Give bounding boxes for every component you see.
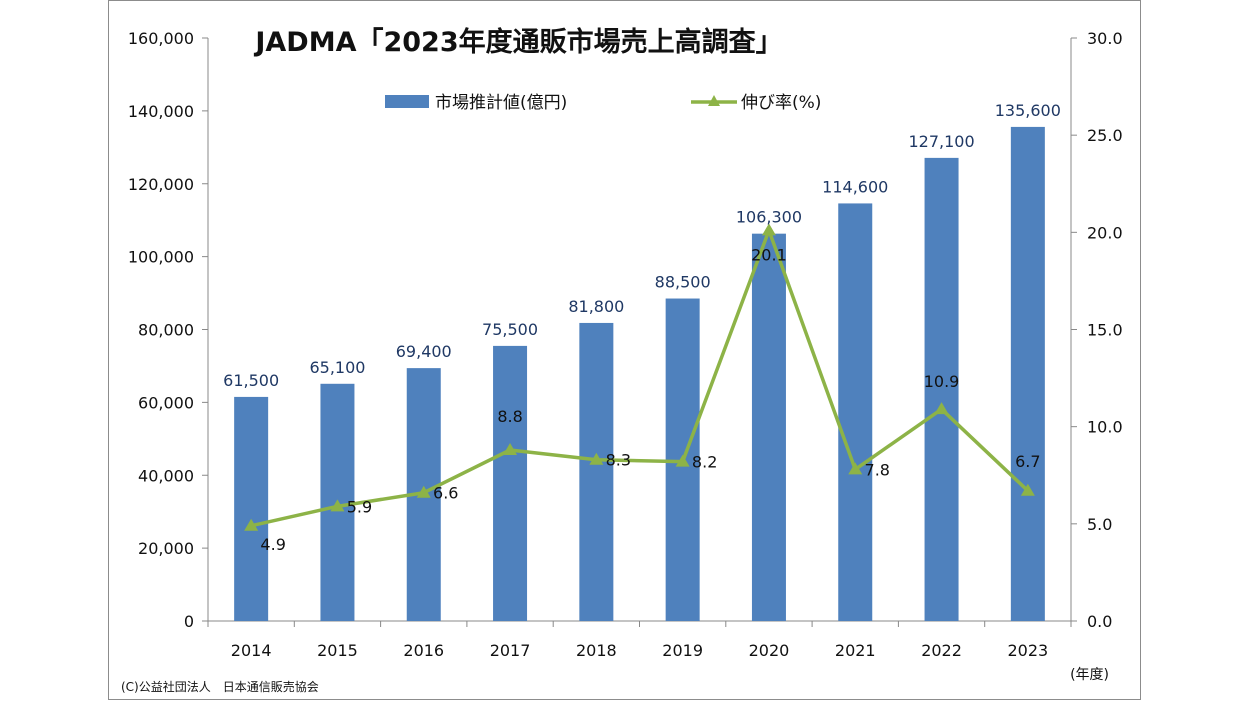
line-point-marker [503, 442, 518, 455]
line-value-label: 4.9 [260, 535, 285, 554]
x-tick-label: 2018 [576, 641, 617, 660]
line-point-marker [848, 462, 863, 475]
bar-value-label: 75,500 [482, 320, 538, 339]
source-note: (C)公益社団法人 日本通信販売協会 [121, 679, 319, 694]
legend-line-marker [708, 95, 720, 106]
chart-title: JADMA「2023年度通販市場売上高調査」 [253, 26, 782, 58]
bar-series [234, 126, 1045, 621]
data-labels: 61,500 65,100 69,400 75,500 81,800 88,500 106,… [223, 101, 1061, 554]
y-right-tick-label: 30.0 [1087, 29, 1123, 48]
bar [493, 345, 528, 621]
line-value-label: 8.2 [692, 453, 717, 472]
y-left-tick-label: 100,000 [128, 248, 194, 267]
y-left-tick-label: 140,000 [128, 102, 194, 121]
y-right-tick-label: 10.0 [1087, 418, 1123, 437]
y-left-tick-label: 40,000 [138, 466, 194, 485]
y-left-tick-label: 0 [184, 612, 194, 631]
legend-line-label: 伸び率(%) [741, 93, 821, 113]
y-left-tick-label: 160,000 [128, 29, 194, 48]
legend-bar-label: 市場推計値(億円) [435, 93, 567, 113]
x-tick-label: 2021 [835, 641, 876, 660]
chart-frame: 0 20,000 40,000 60,000 80,000 100,000 120,000 1… [108, 0, 1141, 700]
line-value-label: 6.6 [433, 484, 458, 503]
y-left-tick-label: 80,000 [138, 321, 194, 340]
y-left-tick-label: 120,000 [128, 175, 194, 194]
bar-value-label: 88,500 [655, 273, 711, 292]
line-point-marker [934, 402, 949, 415]
line-value-label: 6.7 [1015, 452, 1040, 471]
bar [838, 203, 873, 621]
bar-value-label: 127,100 [908, 132, 974, 151]
bar-value-label: 65,100 [309, 358, 365, 377]
line-point-marker [761, 223, 776, 236]
line-point-marker [330, 499, 345, 512]
bar [579, 322, 614, 621]
line-point-marker [416, 485, 431, 498]
bar-value-label: 81,800 [568, 297, 624, 316]
x-axis-unit-label: (年度) [1070, 667, 1109, 683]
line-point-marker [675, 454, 690, 467]
line-value-label: 20.1 [751, 245, 787, 264]
x-tick-label: 2014 [231, 641, 272, 660]
y-right-tick-label: 5.0 [1087, 515, 1112, 534]
line-point-marker [589, 452, 604, 465]
y-right-tick-label: 20.0 [1087, 223, 1123, 242]
bar [924, 157, 959, 621]
line-series [244, 223, 1035, 531]
line-value-label: 8.3 [606, 451, 631, 470]
axes: 0 20,000 40,000 60,000 80,000 100,000 120,000 1… [128, 29, 1123, 660]
line-value-label: 5.9 [347, 497, 372, 516]
x-tick-label: 2016 [403, 641, 444, 660]
x-tick-label: 2017 [490, 641, 531, 660]
legend-bar-swatch [385, 95, 429, 108]
bar-value-label: 114,600 [822, 177, 888, 196]
y-left-tick-label: 20,000 [138, 539, 194, 558]
growth-line [250, 228, 1030, 528]
x-tick-label: 2022 [921, 641, 962, 660]
line-value-label: 7.8 [865, 460, 890, 479]
bar-value-label: 106,300 [736, 208, 802, 227]
bar [751, 233, 786, 621]
chart-svg: 0 20,000 40,000 60,000 80,000 100,000 120,000 1… [121, 26, 1123, 694]
x-tick-label: 2023 [1007, 641, 1048, 660]
y-right-tick-label: 25.0 [1087, 126, 1123, 145]
x-tick-label: 2019 [662, 641, 703, 660]
line-point-marker [244, 518, 259, 531]
line-value-label: 8.8 [497, 407, 522, 426]
bar-value-label: 135,600 [995, 101, 1061, 120]
bar [234, 396, 269, 621]
x-tick-label: 2015 [317, 641, 358, 660]
legend: 市場推計値(億円) 伸び率(%) [385, 93, 821, 113]
y-right-tick-label: 0.0 [1087, 612, 1112, 631]
bar [1010, 126, 1045, 621]
y-right-tick-label: 15.0 [1087, 321, 1123, 340]
y-left-tick-label: 60,000 [138, 393, 194, 412]
bar-value-label: 61,500 [223, 371, 279, 390]
x-tick-label: 2020 [749, 641, 790, 660]
bar-value-label: 69,400 [396, 342, 452, 361]
line-value-label: 10.9 [924, 372, 960, 391]
line-point-marker [1020, 483, 1035, 496]
